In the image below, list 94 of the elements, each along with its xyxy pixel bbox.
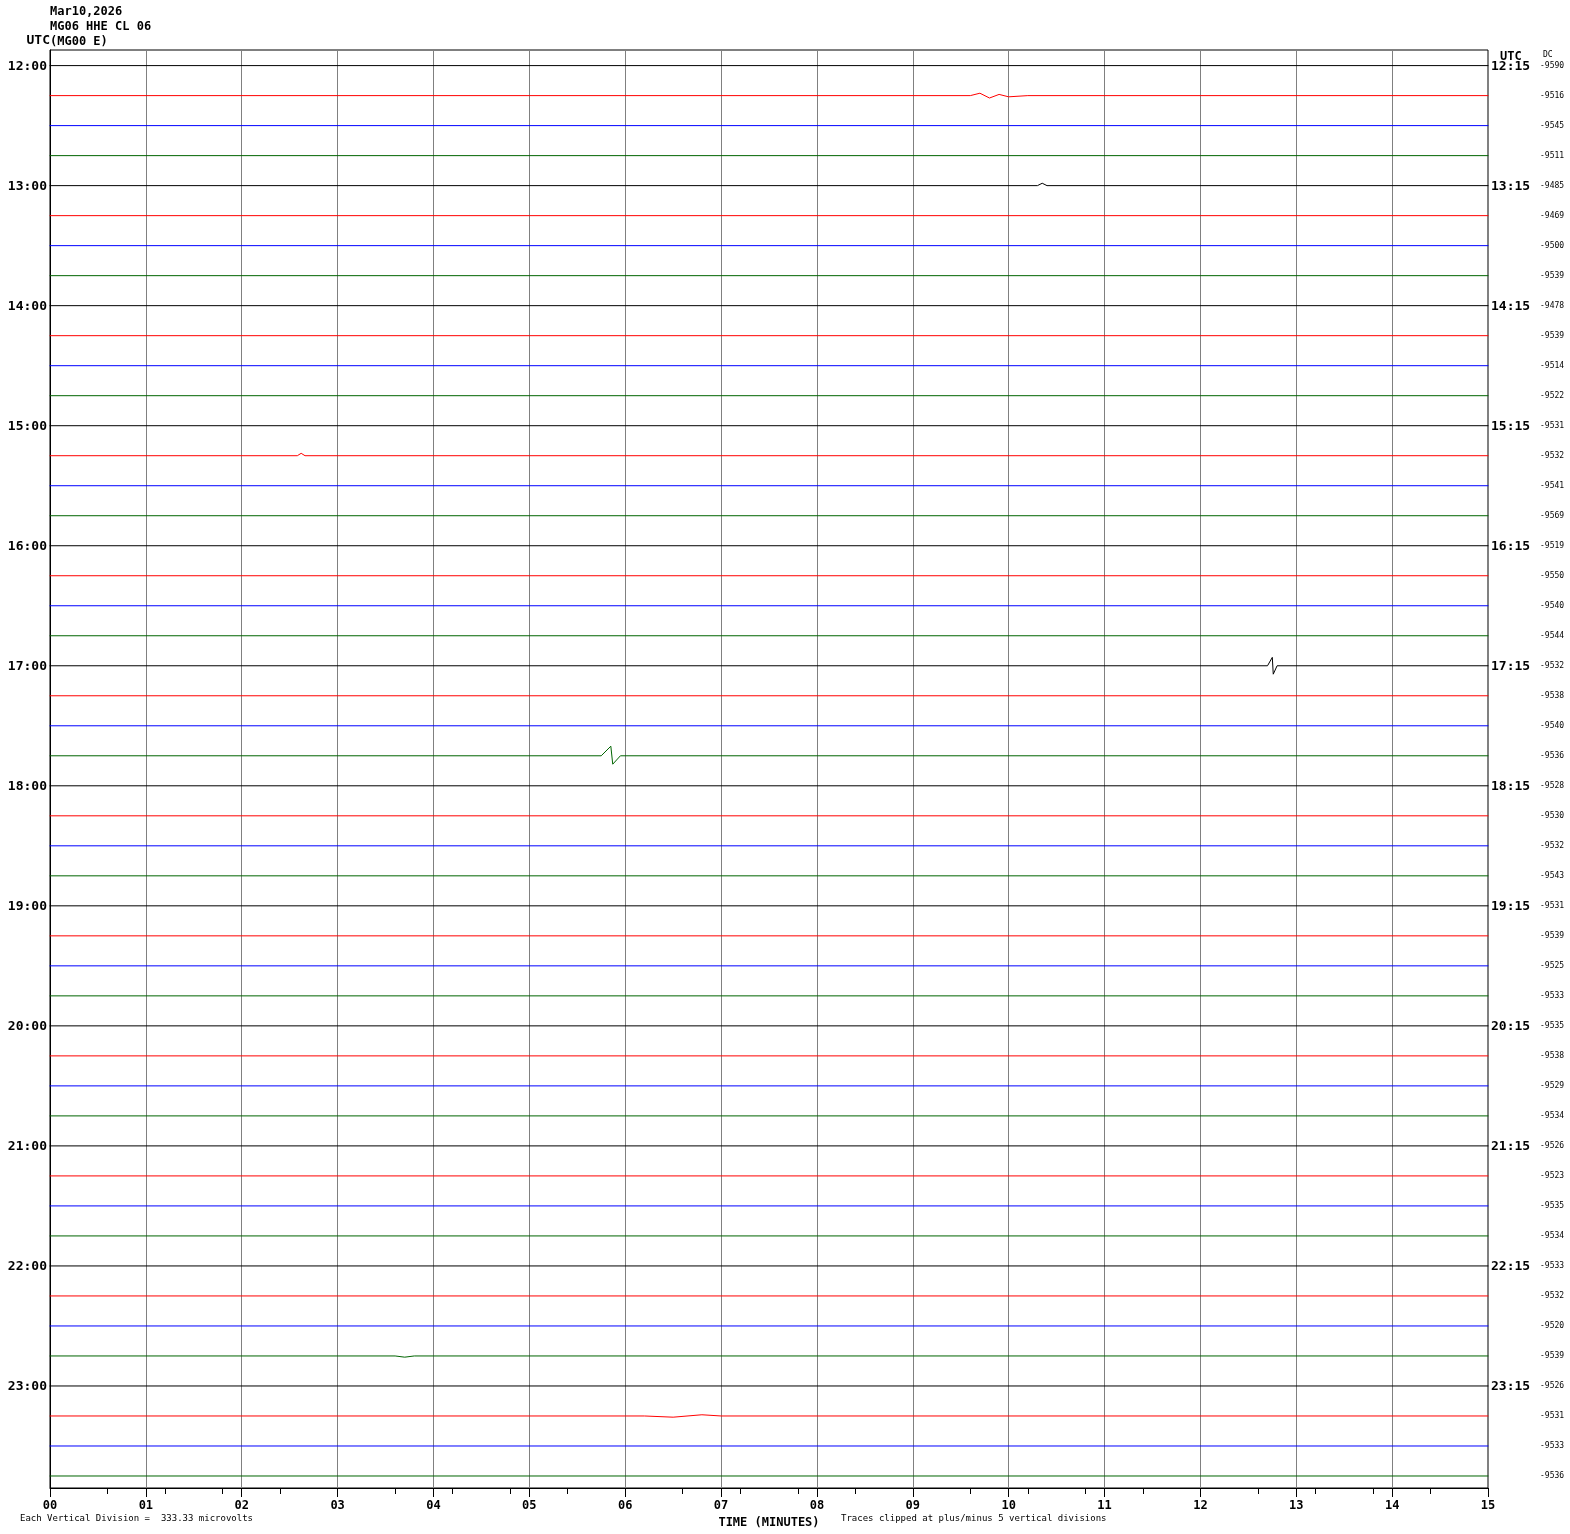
text: 15:15	[1491, 417, 1531, 433]
text: -9539	[1540, 271, 1565, 281]
x-tick-label: 14	[1384, 1498, 1400, 1512]
text: -9569	[1540, 511, 1565, 521]
text: -9535	[1540, 1201, 1565, 1211]
text: -9526	[1540, 1141, 1565, 1151]
x-tick-label: 13	[1289, 1498, 1304, 1512]
text: -9539	[1540, 1351, 1565, 1361]
text: -9522	[1540, 391, 1565, 401]
text: -9530	[1540, 811, 1565, 821]
text: DC	[1543, 49, 1553, 59]
text: -9544	[1540, 631, 1565, 641]
text: -9519	[1540, 541, 1565, 551]
text: -9534	[1540, 1231, 1565, 1241]
text: 23:15	[1491, 1377, 1531, 1393]
y-tick-label: 22:00	[7, 1258, 48, 1274]
text: 22:15	[1491, 1257, 1531, 1273]
x-tick-label: 09	[905, 1498, 921, 1512]
chart-subtitle: MG06 HHE CL 06 (MG00 E)	[50, 19, 152, 48]
text: -9478	[1540, 301, 1565, 311]
x-tick-label: 10	[1001, 1498, 1016, 1512]
text: -9545	[1540, 121, 1565, 131]
x-tick-label: 06	[617, 1498, 633, 1512]
x-tick-label: 11	[1097, 1498, 1112, 1512]
text: -9532	[1540, 661, 1565, 671]
text: -9511	[1540, 151, 1565, 161]
y-tick-label: 19:00	[7, 898, 48, 914]
text: 20:15	[1491, 1017, 1531, 1033]
text: -9534	[1540, 1111, 1565, 1121]
text: -9523	[1540, 1171, 1565, 1181]
text: 18:15	[1491, 777, 1531, 793]
text: 14:15	[1491, 297, 1531, 313]
text: -9533	[1540, 1261, 1565, 1271]
text: -9516	[1540, 91, 1565, 101]
text: -9539	[1540, 931, 1565, 941]
text: -9540	[1540, 721, 1565, 731]
x-tick-label: 08	[809, 1498, 825, 1512]
y-tick-label: 14:00	[7, 298, 48, 314]
text: -9550	[1540, 571, 1565, 581]
y-tick-label: 16:00	[7, 538, 48, 554]
text: -9540	[1540, 601, 1565, 611]
y-tick-label: 12:00	[7, 58, 48, 74]
text: -9532	[1540, 451, 1565, 461]
y-tick-label: 18:00	[7, 778, 48, 794]
text: -9535	[1540, 1021, 1565, 1031]
text: 13:15	[1491, 177, 1531, 193]
text: -9533	[1540, 991, 1565, 1001]
text: -9525	[1540, 961, 1565, 971]
text: -9526	[1540, 1381, 1565, 1391]
x-tick-label: 04	[426, 1498, 441, 1512]
text: -9485	[1540, 181, 1565, 191]
text: -9538	[1540, 1051, 1565, 1061]
text: 19:15	[1491, 897, 1531, 913]
text: -9532	[1540, 841, 1565, 851]
x-tick-label: 01	[138, 1498, 154, 1512]
y-tick-label: 23:00	[7, 1378, 48, 1394]
x-tick-label: 03	[330, 1498, 345, 1512]
text: -9543	[1540, 871, 1565, 881]
text: -9538	[1540, 691, 1565, 701]
y-axis-title: UTC	[26, 32, 50, 47]
y-tick-label: 17:00	[7, 658, 48, 674]
y-tick-label: 13:00	[7, 178, 48, 194]
text: -9514	[1540, 361, 1565, 371]
text: -9536	[1540, 751, 1565, 761]
x-tick-label: 00	[42, 1498, 58, 1512]
text: -9528	[1540, 781, 1565, 791]
text: -9529	[1540, 1081, 1565, 1091]
y-tick-label: 20:00	[7, 1018, 48, 1034]
text: -9531	[1540, 1411, 1565, 1421]
text: -9531	[1540, 421, 1565, 431]
text: Traces clipped at plus/minus 5 vertical divisions	[841, 1512, 1107, 1523]
text: -9539	[1540, 331, 1565, 341]
y-tick-label: 21:00	[7, 1138, 48, 1154]
text: -9469	[1540, 211, 1565, 221]
text: -9531	[1540, 901, 1565, 911]
x-tick-label: 07	[713, 1498, 729, 1512]
text: -9500	[1540, 241, 1565, 251]
text: 16:15	[1491, 537, 1531, 553]
text: -9541	[1540, 481, 1565, 491]
x-tick-label: 15	[1480, 1498, 1496, 1512]
x-tick-label: 05	[522, 1498, 537, 1512]
text: -9532	[1540, 1291, 1565, 1301]
text: 17:15	[1491, 657, 1531, 673]
text: -9590	[1540, 61, 1565, 71]
x-tick-label: 12	[1193, 1498, 1208, 1512]
text: -9520	[1540, 1321, 1565, 1331]
chart-title: Mar10,2026	[50, 4, 123, 18]
x-tick-label: 02	[234, 1498, 249, 1512]
text: -9536	[1540, 1471, 1565, 1481]
x-axis-title: TIME (MINUTES)	[718, 1514, 820, 1529]
text: 21:15	[1491, 1137, 1531, 1153]
y-tick-label: 15:00	[7, 418, 48, 434]
text: Each Vertical Division = 333.33 microvolts	[20, 1512, 253, 1523]
text: -9533	[1540, 1441, 1565, 1451]
